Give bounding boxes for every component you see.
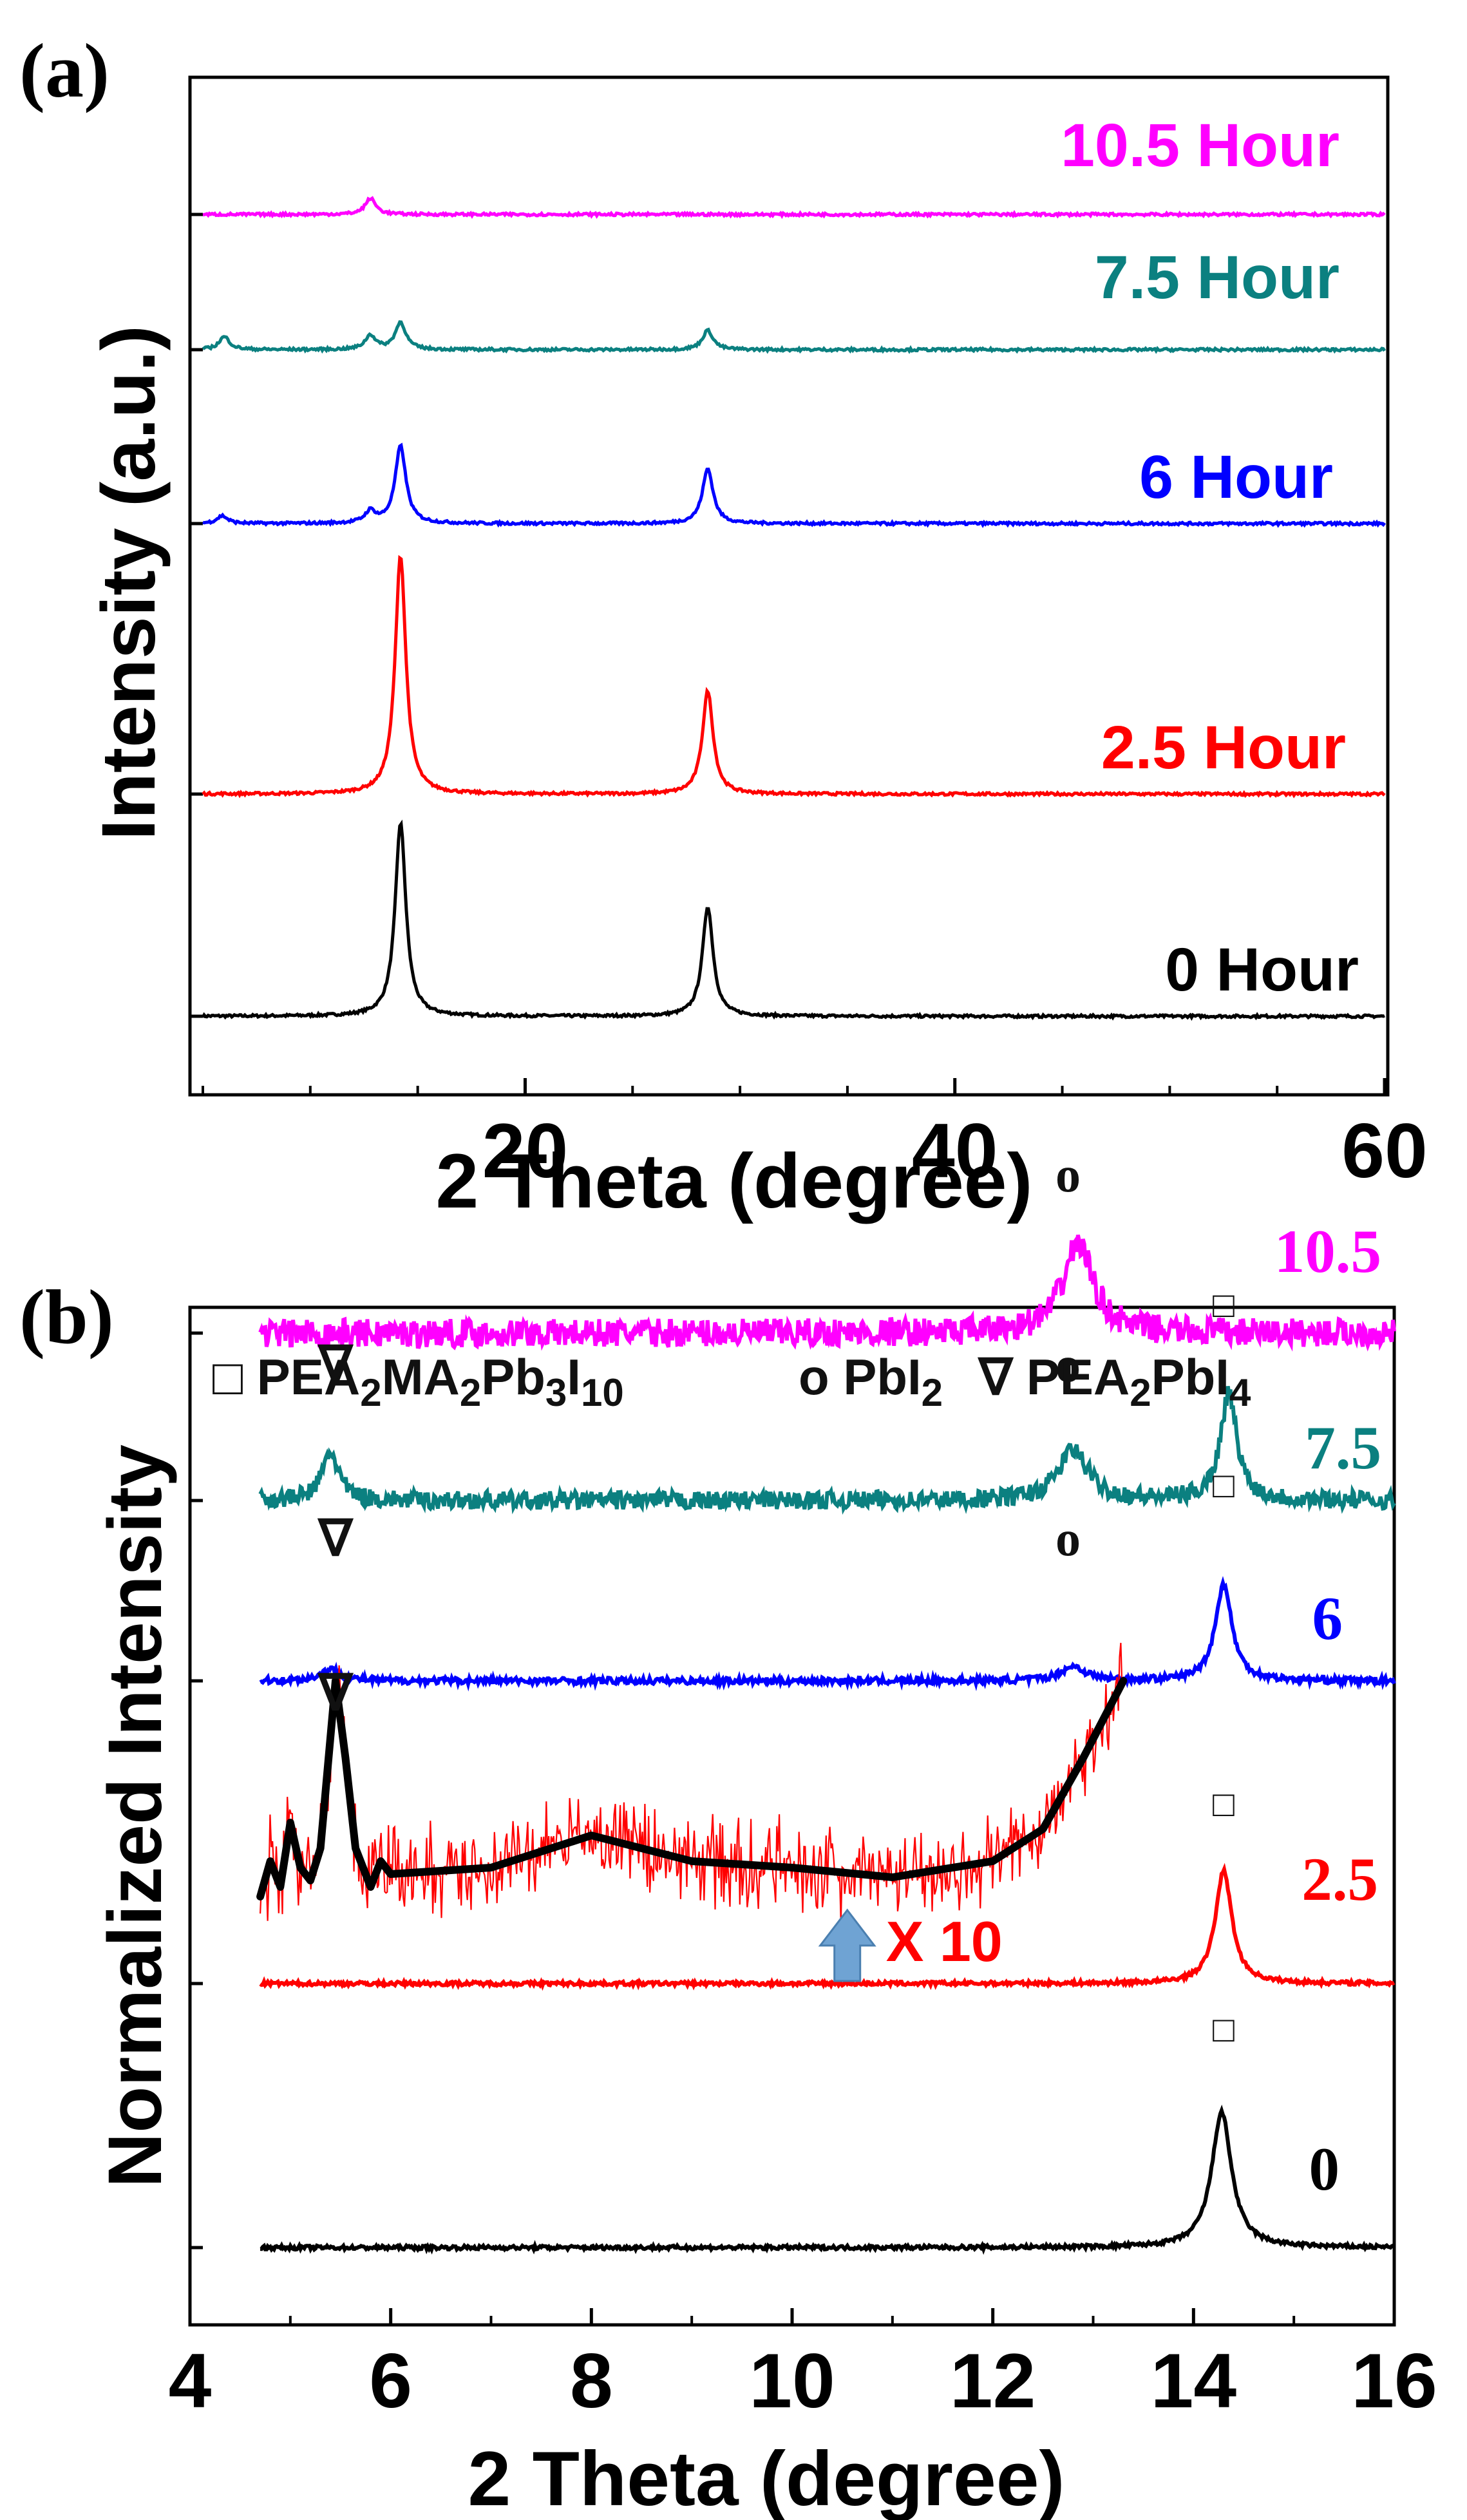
series-line-2-5 [259, 1862, 1396, 1991]
series-line-0 [260, 2104, 1396, 2255]
panel-b-ylabel: Normalized Intensity [93, 1445, 178, 2188]
peak-marker: o [1055, 1146, 1081, 1202]
peak-marker: ∇ [317, 1664, 354, 1721]
series-label-10-5: 10.5 [1274, 1217, 1381, 1285]
series-label-6-hour: 6 Hour [1139, 443, 1333, 511]
x-tick-label-60: 60 [1341, 1108, 1427, 1194]
series-label-2-5: 2.5 [1301, 1845, 1378, 1913]
peak-marker: □ [1213, 2010, 1235, 2050]
panel-b-series-labels: 0 2.5 6 7.5 10.5 [1274, 1217, 1381, 2203]
peak-marker: □ [1213, 1466, 1235, 1506]
series-label-0-hour: 0 Hour [1165, 936, 1359, 1004]
series-label-7-5-hour: 7.5 Hour [1095, 243, 1339, 312]
x-tick-label-12: 12 [950, 2338, 1036, 2424]
x-tick-label-8: 8 [570, 2338, 613, 2424]
x-tick-label-6: 6 [369, 2338, 412, 2424]
panel-b-peak-markers: ∇ ∇ ∇ o o o □ □ □ □ [317, 1146, 1235, 2050]
panel-b-xticks: 4 6 8 10 12 14 16 [169, 2308, 1437, 2424]
inset-x10-noisy-line [260, 1642, 1124, 1924]
series-label-2-5-hour: 2.5 Hour [1101, 714, 1346, 782]
peak-marker: □ [1213, 1785, 1235, 1824]
panel-b-xlabel: 2 Theta (degree) [468, 2436, 1065, 2520]
x-tick-label-40: 40 [912, 1108, 998, 1194]
series-line-6 [259, 1576, 1396, 1692]
up-arrow-icon [818, 1908, 876, 1982]
x-tick-label-4: 4 [169, 2338, 212, 2424]
inset-smoothed-line [256, 1677, 1128, 1900]
series-line-7-5 [258, 1386, 1396, 1515]
series-line-2-5-hour [202, 554, 1386, 799]
panel-a-series-labels: 0 Hour 2.5 Hour 6 Hour 7.5 Hour 10.5 Hour [1061, 111, 1359, 1004]
series-label-7-5: 7.5 [1305, 1414, 1381, 1482]
series-line-10-5-hour [202, 196, 1386, 220]
peak-marker: □ [1213, 1285, 1235, 1325]
panel-a-xticks: 20 40 60 [202, 1078, 1428, 1194]
series-label-6: 6 [1312, 1584, 1343, 1653]
series-line-0-hour [201, 819, 1386, 1021]
peak-marker: ∇ [317, 1336, 354, 1392]
peak-marker: ∇ [317, 1510, 354, 1566]
x-tick-label-10: 10 [749, 2338, 835, 2424]
series-line-7-5-hour [202, 320, 1387, 354]
series-line-10-5 [258, 1234, 1396, 1352]
panel-a-yticks [190, 213, 203, 1018]
series-label-10-5-hour: 10.5 Hour [1061, 111, 1339, 180]
inset-x10-label: X 10 [886, 1909, 1003, 1973]
panel-b: (b) 4 6 8 10 12 14 16 X 10 ∇ ∇ ∇ o o o □ □ □ □ 0 2.5 6 7.5… [19, 1146, 1437, 2520]
panel-b-legend: □ PEA2MA2Pb3I10 o PbI2 ∇ PEA2PbI4 [213, 1349, 1251, 1414]
panel-b-label: (b) [19, 1274, 114, 1359]
peak-marker: o [1055, 1510, 1081, 1566]
x-tick-label-20: 20 [482, 1108, 568, 1194]
panel-b-inset: X 10 [256, 1642, 1128, 1982]
panel-a-label: (a) [19, 28, 109, 113]
panel-a-xlabel: 2 Theta (degree) [436, 1138, 1033, 1224]
panel-b-series [258, 1234, 1396, 2255]
legend-item-pbi2: o PbI2 [799, 1349, 943, 1414]
series-line-6-hour [202, 442, 1387, 529]
x-tick-label-16: 16 [1351, 2338, 1437, 2424]
series-label-0: 0 [1309, 2135, 1340, 2203]
panel-a-series [201, 196, 1387, 1021]
legend-item-pea2ma2pb3i10: □ PEA2MA2Pb3I10 [213, 1349, 624, 1414]
panel-a: (a) 20 40 60 0 Hour 2.5 Hour 6 Hour 7.5 Hour 1… [19, 28, 1428, 1224]
panel-a-ylabel: Intensity (a.u.) [86, 325, 171, 840]
legend-item-pea2pbi4: ∇ PEA2PbI4 [977, 1349, 1251, 1414]
panel-a-frame [188, 75, 1390, 1097]
peak-marker: o [1055, 1336, 1081, 1392]
panel-b-yticks [190, 1331, 203, 2250]
x-tick-label-14: 14 [1151, 2338, 1237, 2424]
